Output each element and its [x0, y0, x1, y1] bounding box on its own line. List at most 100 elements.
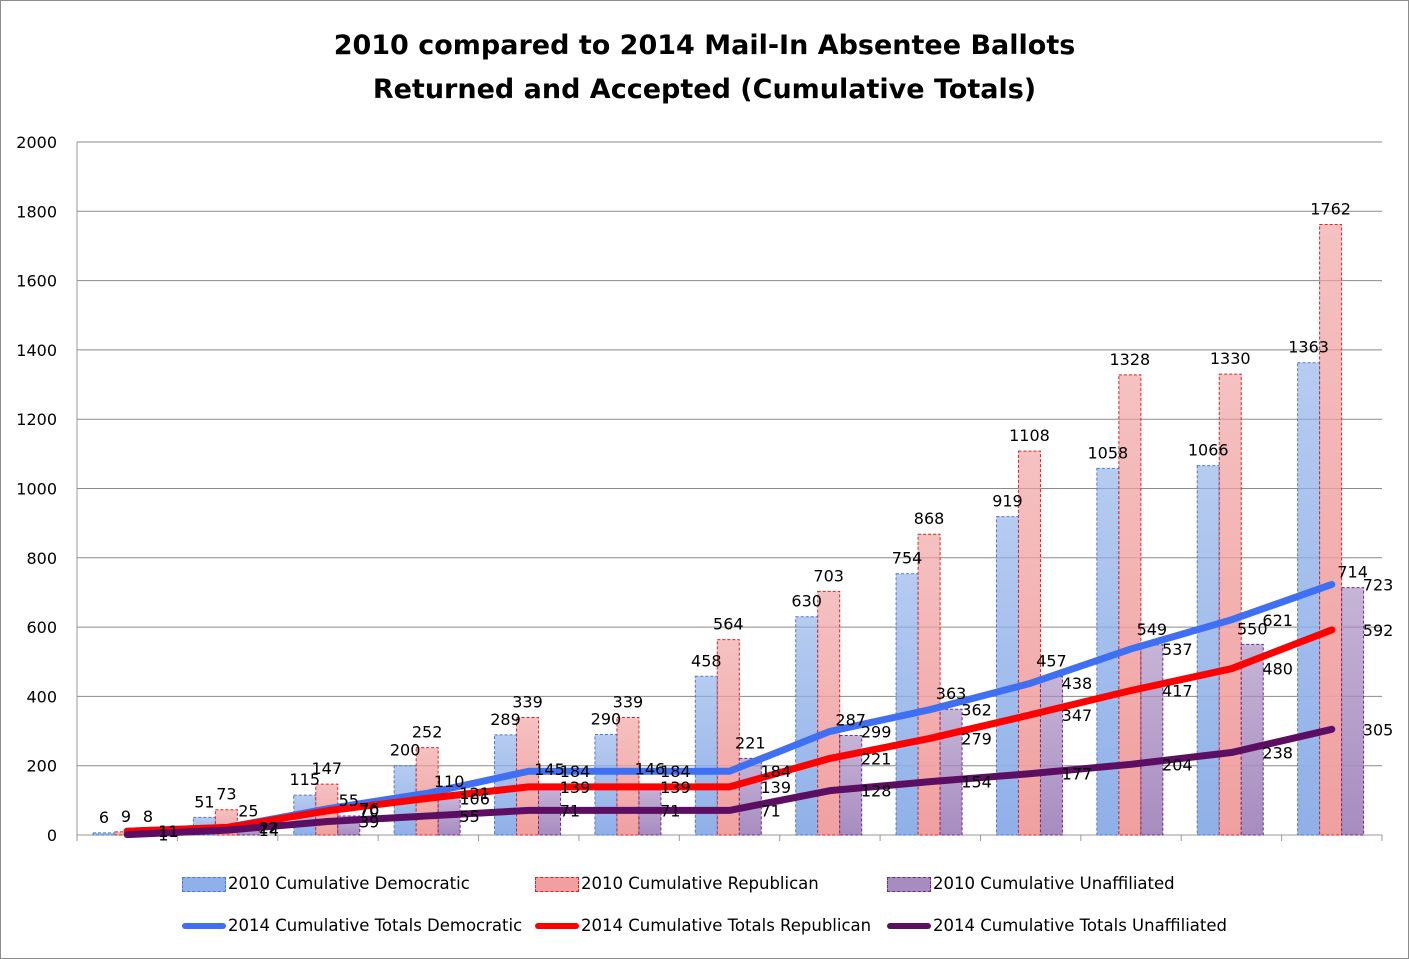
- line-2014-republican: [123, 626, 1336, 835]
- label-2014-unaffiliated: 14: [259, 821, 279, 840]
- bar-2010-republican: [1319, 223, 1343, 836]
- label-2014-democratic: 184: [560, 762, 591, 781]
- label-2010-democratic: 115: [289, 770, 320, 789]
- label-2014-democratic: 184: [660, 762, 691, 781]
- label-2014-unaffiliated: 55: [459, 807, 479, 826]
- label-2014-democratic: 121: [459, 784, 490, 803]
- label-2010-republican: 9: [121, 807, 131, 826]
- label-2014-republican: 347: [1062, 706, 1093, 725]
- y-tick-label: 800: [26, 549, 57, 568]
- y-tick-label: 1200: [16, 410, 57, 429]
- label-2014-republican: 417: [1162, 682, 1193, 701]
- legend-swatch: [182, 877, 226, 892]
- chart-title: 2010 compared to 2014 Mail-In Absentee B…: [333, 30, 1076, 61]
- label-2010-unaffiliated: 363: [936, 684, 967, 703]
- label-2010-unaffiliated: 145: [534, 760, 565, 779]
- label-2014-republican: 22: [259, 818, 279, 837]
- label-2014-democratic: 76: [359, 800, 379, 819]
- bar-2010-democratic: [92, 832, 116, 836]
- label-2010-unaffiliated: 221: [735, 733, 766, 752]
- label-2010-republican: 339: [613, 693, 644, 712]
- label-2014-democratic: 362: [961, 701, 992, 720]
- label-2010-democratic: 630: [791, 592, 822, 611]
- label-2014-democratic: 438: [1062, 674, 1093, 693]
- label-2010-unaffiliated: 457: [1036, 652, 1067, 671]
- label-2010-unaffiliated: 714: [1337, 563, 1368, 582]
- label-2010-democratic: 1066: [1188, 441, 1229, 460]
- label-2010-republican: 703: [813, 566, 844, 585]
- y-tick-label: 400: [26, 687, 57, 706]
- label-2010-unaffiliated: 25: [238, 801, 258, 820]
- label-2014-republican: 106: [459, 789, 490, 808]
- label-2010-democratic: 290: [591, 710, 622, 729]
- label-2010-democratic: 51: [194, 792, 214, 811]
- y-tick-label: 1800: [16, 202, 57, 221]
- label-2014-democratic: 621: [1262, 611, 1293, 630]
- label-2010-republican: 147: [311, 759, 342, 778]
- label-2010-unaffiliated: 110: [434, 772, 465, 791]
- bar-2010-democratic: [1196, 465, 1220, 836]
- label-2014-unaffiliated: 71: [660, 801, 680, 820]
- label-2014-republican: 139: [560, 778, 591, 797]
- y-tick-label: 1600: [16, 272, 57, 291]
- bar-2010-republican: [1118, 374, 1142, 836]
- label-2010-republican: 1328: [1109, 350, 1150, 369]
- label-2014-republican: 592: [1363, 621, 1394, 640]
- bar-2010-republican: [616, 717, 640, 836]
- legend-label: 2010 Cumulative Republican: [581, 874, 819, 893]
- label-2014-republican: 139: [660, 778, 691, 797]
- label-2010-republican: 73: [216, 785, 236, 804]
- y-tick-label: 600: [26, 618, 57, 637]
- label-2014-republican: 480: [1262, 660, 1293, 679]
- label-2010-unaffiliated: 549: [1137, 620, 1168, 639]
- label-2014-democratic: 184: [761, 762, 792, 781]
- line-2014-unaffiliated: [123, 725, 1336, 839]
- legend-swatch: [535, 923, 579, 929]
- label-2010-democratic: 919: [992, 492, 1023, 511]
- bar-2010-unaffiliated: [1341, 587, 1365, 836]
- label-2010-democratic: 200: [390, 741, 421, 760]
- label-2014-democratic: 537: [1162, 640, 1193, 659]
- bar-2010-unaffiliated: [1039, 676, 1063, 836]
- bar-2010-republican: [917, 533, 941, 836]
- label-2014-unaffiliated: 238: [1262, 744, 1293, 763]
- bar-2010-republican: [1218, 373, 1242, 836]
- y-tick-label: 2000: [16, 133, 57, 152]
- label-2010-unaffiliated: 550: [1237, 619, 1268, 638]
- label-2014-unaffiliated: 177: [1062, 765, 1093, 784]
- label-2014-democratic: 299: [861, 722, 892, 741]
- bar-2010-democratic: [995, 516, 1019, 836]
- y-tick-label: 0: [47, 826, 57, 845]
- bar-2010-democratic: [795, 616, 819, 836]
- label-2014-republican: 279: [961, 729, 992, 748]
- label-2010-democratic: 1363: [1288, 338, 1329, 357]
- y-tick-label: 200: [26, 757, 57, 776]
- legend-swatch: [182, 923, 226, 929]
- label-2014-unaffiliated: 305: [1363, 720, 1394, 739]
- label-2010-unaffiliated: 8: [143, 807, 153, 826]
- bar-2010-democratic: [895, 573, 919, 836]
- label-2010-republican: 339: [512, 693, 543, 712]
- y-tick-label: 1000: [16, 480, 57, 499]
- label-2010-republican: 252: [412, 723, 443, 742]
- label-2014-republican: 70: [359, 802, 379, 821]
- chart-subtitle: Returned and Accepted (Cumulative Totals…: [372, 74, 1037, 105]
- bar-2010-republican: [1017, 450, 1041, 836]
- legend-label: 2014 Cumulative Totals Republican: [581, 916, 872, 935]
- label-2010-democratic: 458: [691, 651, 722, 670]
- label-2014-unaffiliated: 71: [560, 801, 580, 820]
- label-2010-democratic: 754: [892, 549, 923, 568]
- label-2014-democratic: 11: [158, 822, 178, 841]
- label-2014-unaffiliated: 128: [861, 782, 892, 801]
- legend-swatch: [887, 923, 931, 929]
- label-2010-republican: 1762: [1310, 199, 1351, 218]
- label-2014-unaffiliated: 154: [961, 773, 992, 792]
- label-2010-republican: 1108: [1009, 426, 1050, 445]
- label-2014-democratic: 22: [259, 818, 279, 837]
- legend-label: 2010 Cumulative Unaffiliated: [933, 874, 1175, 893]
- legend-label: 2014 Cumulative Totals Democratic: [228, 916, 523, 935]
- label-2010-democratic: 1058: [1087, 443, 1128, 462]
- legend-swatch: [887, 877, 931, 892]
- bar-2010-republican: [817, 590, 841, 836]
